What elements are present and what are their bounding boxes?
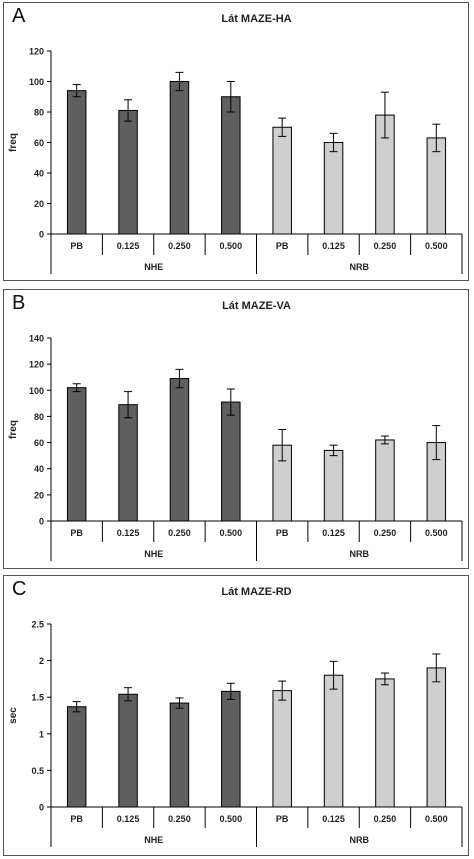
y-tick-label: 20 xyxy=(34,199,44,209)
x-tick-label: 0.500 xyxy=(425,814,448,824)
panel-label: A xyxy=(12,5,26,27)
y-tick-label: 100 xyxy=(29,77,44,87)
x-tick-label: PB xyxy=(70,814,83,824)
x-tick-label: PB xyxy=(276,241,289,251)
bar-chart-b: Lát MAZE-VA freq 0 20 40 60 80 100 120 140 PB 0.125… xyxy=(8,300,463,561)
x-group-label: NHE xyxy=(144,262,163,272)
y-tick-label: 140 xyxy=(29,334,44,344)
x-tick-label: PB xyxy=(276,814,289,824)
y-axis-label: freq xyxy=(8,420,19,439)
y-tick-label: 80 xyxy=(34,108,44,118)
x-tick-label: 0.500 xyxy=(425,528,448,538)
bar xyxy=(221,690,241,808)
bar xyxy=(169,81,190,235)
chart-title: Lát MAZE-RD xyxy=(221,586,291,598)
chart-title: Lát MAZE-VA xyxy=(222,300,291,312)
bar xyxy=(118,404,138,522)
y-tick-label: 80 xyxy=(34,412,44,422)
x-tick-label: 0.500 xyxy=(425,241,448,251)
x-tick-label: PB xyxy=(70,528,83,538)
y-tick-label: 60 xyxy=(34,138,44,148)
y-tick-label: 40 xyxy=(34,169,44,179)
y-tick-label: 20 xyxy=(34,490,44,500)
bar xyxy=(169,378,190,522)
chart-panel-c: C Lát MAZE-RD sec 0 0.5 1 1.5 2 2.5 PB 0.125 0.250… xyxy=(3,575,469,856)
y-tick-label: 120 xyxy=(29,360,44,370)
y-tick-label: 0 xyxy=(39,803,44,813)
bar xyxy=(221,401,241,522)
y-tick-label: 0 xyxy=(39,517,44,527)
bar xyxy=(375,678,395,808)
x-tick-label: 0.500 xyxy=(220,528,243,538)
y-tick-label: 1.5 xyxy=(31,693,44,703)
x-group-label: NRB xyxy=(350,835,370,845)
bar xyxy=(221,96,241,235)
y-tick-label: 60 xyxy=(34,438,44,448)
chart-panel-b: B Lát MAZE-VA freq 0 20 40 60 80 100 120 140 PB 0.1… xyxy=(3,289,469,569)
x-tick-label: 0.125 xyxy=(117,528,140,538)
x-tick-label: 0.125 xyxy=(117,814,140,824)
bar xyxy=(426,667,447,808)
x-group-label: NRB xyxy=(350,549,370,559)
bar xyxy=(426,137,447,235)
bar xyxy=(118,693,138,808)
bar xyxy=(66,90,87,235)
panel-label: B xyxy=(12,292,26,314)
x-tick-label: 0.125 xyxy=(322,528,345,538)
bar xyxy=(272,126,292,235)
bar xyxy=(323,674,344,808)
bar xyxy=(66,387,87,522)
x-tick-label: PB xyxy=(276,528,289,538)
x-tick-label: 0.125 xyxy=(322,814,345,824)
x-group-label: NRB xyxy=(350,262,370,272)
x-group-label: NHE xyxy=(144,549,163,559)
y-axis-label: sec xyxy=(8,707,19,724)
y-tick-label: 100 xyxy=(29,386,44,396)
panel-label: C xyxy=(12,578,27,600)
bar-chart-c: Lát MAZE-RD sec 0 0.5 1 1.5 2 2.5 PB 0.125 0.250 0.… xyxy=(8,586,463,847)
y-axis-label: freq xyxy=(8,133,19,152)
x-tick-label: 0.125 xyxy=(117,241,140,251)
bar xyxy=(323,449,344,522)
x-group-label: NHE xyxy=(144,835,163,845)
x-tick-label: 0.250 xyxy=(168,528,191,538)
bar xyxy=(66,706,87,808)
x-tick-label: PB xyxy=(70,241,83,251)
chart-panel-a: A Lát MAZE-HA freq 0 20 40 60 80 100 120 PB 0.125 0… xyxy=(3,2,469,281)
bar xyxy=(272,690,292,808)
bar xyxy=(118,109,138,235)
y-tick-label: 40 xyxy=(34,464,44,474)
y-tick-label: 0 xyxy=(39,230,44,240)
y-tick-label: 1 xyxy=(39,729,44,739)
y-tick-label: 0.5 xyxy=(31,766,44,776)
x-tick-label: 0.500 xyxy=(220,241,243,251)
x-tick-label: 0.500 xyxy=(220,814,243,824)
x-tick-label: 0.250 xyxy=(374,528,397,538)
x-tick-label: 0.250 xyxy=(374,241,397,251)
x-tick-label: 0.250 xyxy=(168,814,191,824)
bar-chart-a: Lát MAZE-HA freq 0 20 40 60 80 100 120 PB 0.125 0.2… xyxy=(8,13,463,274)
bar xyxy=(323,142,344,235)
bar xyxy=(169,702,190,808)
x-tick-label: 0.250 xyxy=(374,814,397,824)
chart-title: Lát MAZE-HA xyxy=(221,13,291,25)
y-tick-label: 2.5 xyxy=(31,620,44,630)
x-tick-label: 0.125 xyxy=(322,241,345,251)
y-tick-label: 2 xyxy=(39,656,44,666)
x-tick-label: 0.250 xyxy=(168,241,191,251)
bar xyxy=(375,439,395,522)
y-tick-label: 120 xyxy=(29,47,44,57)
